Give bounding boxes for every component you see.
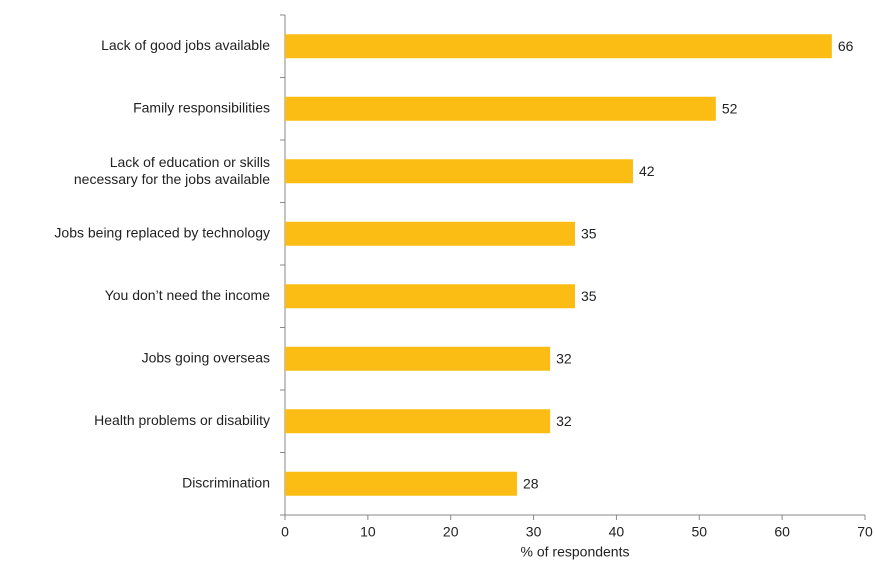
bar xyxy=(285,409,551,434)
bar xyxy=(285,96,716,121)
bar xyxy=(285,221,575,246)
value-label: 28 xyxy=(523,475,539,491)
x-tick-label: 60 xyxy=(774,524,790,540)
x-tick-label: 70 xyxy=(857,524,873,540)
y-tick-label-line: necessary for the jobs available xyxy=(74,170,270,186)
x-tick-label: 30 xyxy=(526,524,542,540)
value-label: 35 xyxy=(581,288,597,304)
bar xyxy=(285,471,517,496)
x-tick-label: 0 xyxy=(281,524,289,540)
x-tick-label: 20 xyxy=(443,524,459,540)
value-label: 66 xyxy=(838,38,854,54)
y-tick-label: Lack of good jobs available xyxy=(101,37,270,53)
y-tick-label: Health problems or disability xyxy=(94,412,270,428)
value-label: 42 xyxy=(639,163,655,179)
y-tick-label-line: Lack of education or skills xyxy=(110,153,270,169)
y-tick-label: Jobs going overseas xyxy=(142,349,270,365)
bar xyxy=(285,284,575,309)
y-tick-label: Jobs being replaced by technology xyxy=(54,224,270,240)
x-tick-label: 50 xyxy=(691,524,707,540)
value-label: 32 xyxy=(556,413,572,429)
bar xyxy=(285,159,633,184)
y-tick-label: Discrimination xyxy=(182,474,270,490)
x-axis-title: % of respondents xyxy=(521,544,630,560)
bar xyxy=(285,346,551,371)
bar xyxy=(285,34,832,59)
y-tick-label: Family responsibilities xyxy=(133,99,270,115)
value-label: 52 xyxy=(722,100,738,116)
y-tick-label: Lack of education or skills necessary for… xyxy=(74,153,270,186)
x-tick-label: 10 xyxy=(360,524,376,540)
value-label: 35 xyxy=(581,225,597,241)
x-tick-label: 40 xyxy=(609,524,625,540)
y-tick-label: You don’t need the income xyxy=(105,287,270,303)
value-label: 32 xyxy=(556,350,572,366)
